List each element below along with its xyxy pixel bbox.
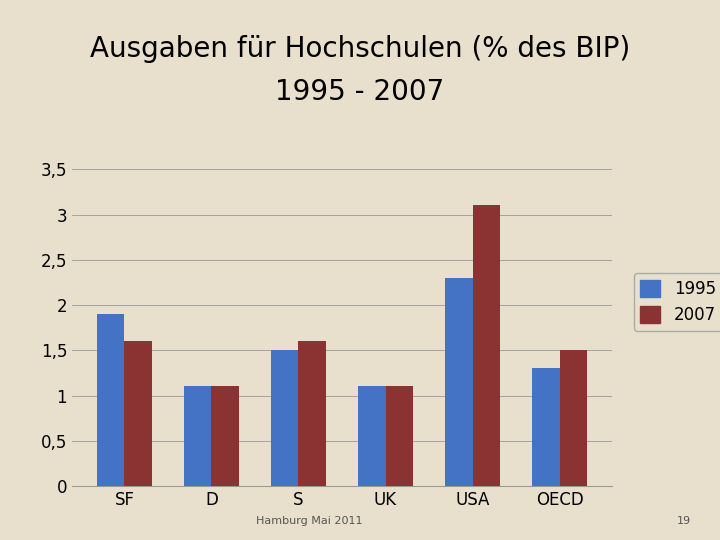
Bar — [125, 341, 152, 486]
Legend: 1995, 2007: 1995, 2007 — [634, 273, 720, 331]
Text: Hamburg Mai 2011: Hamburg Mai 2011 — [256, 516, 363, 526]
Text: 19: 19 — [677, 516, 691, 526]
Bar — [532, 368, 559, 486]
Bar — [472, 206, 500, 486]
Bar — [184, 387, 212, 486]
Bar — [358, 387, 385, 486]
Bar — [271, 350, 299, 486]
Bar — [559, 350, 588, 486]
Bar — [445, 278, 472, 486]
Text: 1995 - 2007: 1995 - 2007 — [275, 78, 445, 106]
Bar — [96, 314, 125, 486]
Text: Ausgaben für Hochschulen (% des BIP): Ausgaben für Hochschulen (% des BIP) — [90, 35, 630, 63]
Bar — [299, 341, 326, 486]
Bar — [385, 387, 413, 486]
Bar — [212, 387, 239, 486]
